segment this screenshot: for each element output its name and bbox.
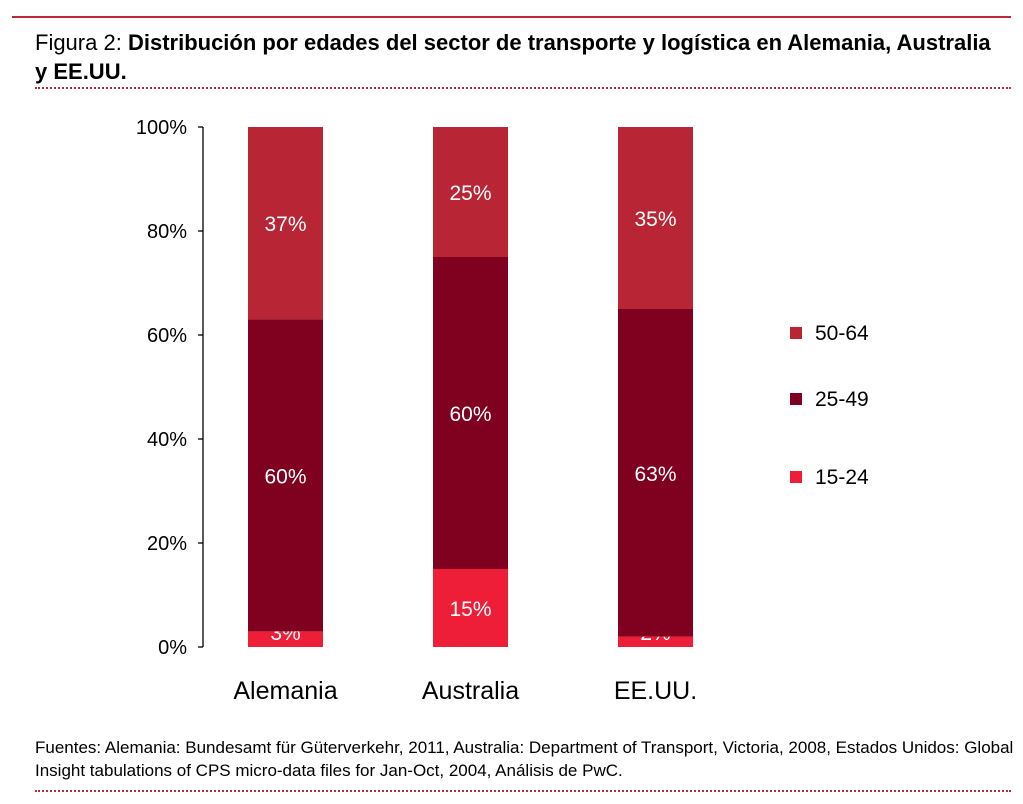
bar-segment-50-64: [248, 127, 323, 320]
x-tick-label: Alemania: [233, 677, 337, 705]
legend-label: 15-24: [815, 466, 869, 489]
data-label: 35%: [634, 208, 676, 231]
data-label: 37%: [264, 213, 306, 236]
dotted-rule-bottom: [35, 790, 1011, 792]
top-rule: [12, 16, 1011, 18]
dotted-rule: [35, 87, 1011, 89]
y-tick-label: 40%: [147, 429, 187, 451]
bar-segment-15-24: [433, 569, 508, 647]
bar-segment-15-24: [248, 631, 323, 647]
figure-title: Figura 2: Distribución por edades del se…: [35, 28, 995, 86]
y-tick-label: 0%: [158, 637, 187, 659]
data-label: 60%: [264, 465, 306, 488]
sources-note: Fuentes: Alemania: Bundesamt für Güterve…: [35, 738, 1014, 780]
figure-label: Figura 2:: [35, 30, 122, 55]
y-tick-label: 60%: [147, 325, 187, 347]
data-label: 60%: [449, 403, 491, 426]
bar-segment-15-24: [618, 636, 693, 647]
data-label: 25%: [449, 182, 491, 205]
legend-swatch: [790, 471, 802, 483]
y-tick-label: 80%: [147, 221, 187, 243]
data-label: 63%: [634, 463, 676, 486]
bar-segment-25-49: [248, 319, 323, 632]
y-tick-label: 100%: [136, 117, 187, 139]
bar-segment-50-64: [618, 127, 693, 309]
legend-label: 50-64: [815, 322, 869, 345]
bar-segment-25-49: [433, 257, 508, 569]
data-label: 15%: [449, 598, 491, 621]
legend-swatch: [790, 327, 802, 339]
figure-title-text: Distribución por edades del sector de tr…: [35, 30, 991, 84]
y-tick-label: 20%: [147, 533, 187, 555]
x-tick-label: Australia: [422, 677, 519, 705]
x-tick-label: EE.UU.: [614, 677, 697, 705]
legend-swatch: [790, 393, 802, 405]
bar-segment-50-64: [433, 127, 508, 257]
legend-label: 25-49: [815, 388, 869, 411]
bar-segment-25-49: [618, 309, 693, 637]
